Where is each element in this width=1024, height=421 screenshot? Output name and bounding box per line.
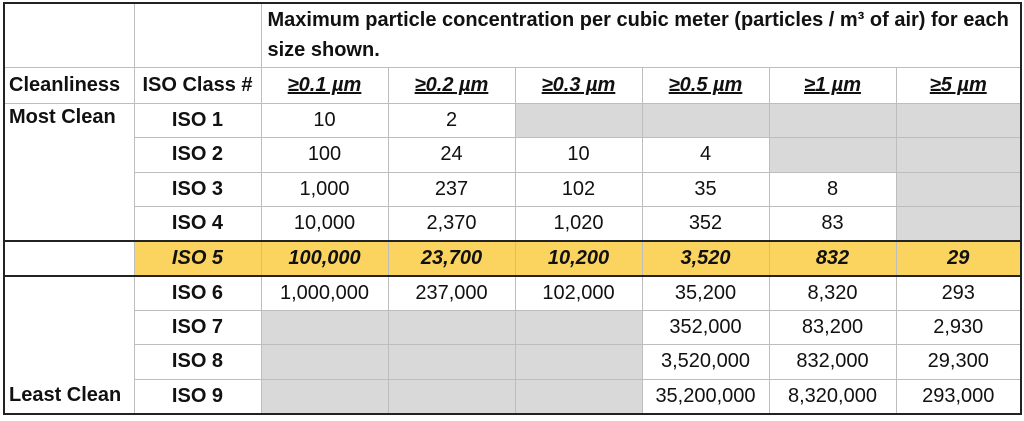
not-applicable-cell bbox=[514, 378, 643, 414]
concentration-cell: 10,200 bbox=[514, 240, 643, 277]
not-applicable-cell bbox=[514, 309, 643, 345]
header-size-5: ≥5 µm bbox=[895, 66, 1022, 104]
header-size-1: ≥1 µm bbox=[768, 66, 897, 104]
iso-class-cell: ISO 8 bbox=[133, 344, 262, 380]
not-applicable-cell bbox=[387, 344, 516, 380]
concentration-cell: 29 bbox=[895, 240, 1022, 277]
iso-class-cell: ISO 3 bbox=[133, 171, 262, 207]
blank-corner-cell bbox=[3, 2, 135, 68]
table-row: ISO 5 100,000 23,700 10,200 3,520 832 29 bbox=[3, 240, 1022, 277]
concentration-cell: 832 bbox=[768, 240, 897, 277]
header-size-0-5: ≥0.5 µm bbox=[641, 66, 770, 104]
concentration-cell: 83 bbox=[768, 206, 897, 242]
not-applicable-cell bbox=[260, 378, 389, 414]
concentration-cell: 3,520,000 bbox=[641, 344, 770, 380]
concentration-cell: 2 bbox=[387, 102, 516, 138]
cleanliness-most-clean: Most Clean bbox=[3, 102, 135, 242]
table-row: ISO 2 100 24 10 4 bbox=[4, 137, 1022, 173]
concentration-cell: 1,000,000 bbox=[260, 275, 389, 311]
not-applicable-cell bbox=[768, 102, 897, 138]
concentration-cell: 24 bbox=[387, 137, 516, 173]
concentration-cell: 8 bbox=[768, 171, 897, 207]
header-row: Cleanliness ISO Class # ≥0.1 µm ≥0.2 µm … bbox=[3, 66, 1022, 104]
blank-corner-cell-2 bbox=[133, 2, 262, 68]
table-row: Least Clean ISO 6 1,000,000 237,000 102,000 3… bbox=[3, 275, 1022, 414]
not-applicable-cell bbox=[895, 137, 1022, 173]
iso-class-cell: ISO 1 bbox=[133, 102, 262, 138]
not-applicable-cell bbox=[895, 102, 1022, 138]
iso-class-cell: ISO 4 bbox=[133, 206, 262, 242]
not-applicable-cell bbox=[895, 171, 1022, 207]
concentration-cell: 100,000 bbox=[260, 240, 389, 277]
concentration-cell: 8,320 bbox=[768, 275, 897, 311]
concentration-cell: 352,000 bbox=[641, 309, 770, 345]
header-size-0-3: ≥0.3 µm bbox=[514, 66, 643, 104]
concentration-cell: 3,520 bbox=[641, 240, 770, 277]
not-applicable-cell bbox=[514, 102, 643, 138]
concentration-cell: 100 bbox=[260, 137, 389, 173]
title-row: Maximum particle concentration per cubic… bbox=[3, 2, 1022, 68]
concentration-cell: 237,000 bbox=[387, 275, 516, 311]
table-row: ISO 4 10,000 2,370 1,020 352 83 bbox=[4, 206, 1022, 242]
iso-class-cell: ISO 2 bbox=[133, 137, 262, 173]
concentration-cell: 35,200,000 bbox=[641, 378, 770, 414]
concentration-cell: 10 bbox=[514, 137, 643, 173]
table-row: ISO 9 35,200,000 8,320,000 293,000 bbox=[4, 378, 1022, 414]
concentration-cell: 23,700 bbox=[387, 240, 516, 277]
concentration-cell: 4 bbox=[641, 137, 770, 173]
iso-class-cell: ISO 5 bbox=[133, 240, 262, 277]
table-row: ISO 7 352,000 83,200 2,930 bbox=[4, 309, 1022, 345]
header-cleanliness: Cleanliness bbox=[3, 66, 135, 104]
concentration-cell: 293,000 bbox=[895, 378, 1022, 414]
cleanliness-least-clean: Least Clean bbox=[3, 275, 135, 414]
concentration-cell: 35 bbox=[641, 171, 770, 207]
concentration-cell: 83,200 bbox=[768, 309, 897, 345]
concentration-cell: 8,320,000 bbox=[768, 378, 897, 414]
not-applicable-cell bbox=[260, 309, 389, 345]
table-row: ISO 8 3,520,000 832,000 29,300 bbox=[4, 344, 1022, 380]
iso-class-cell: ISO 7 bbox=[133, 309, 262, 345]
iso-class-cell: ISO 9 bbox=[133, 378, 262, 414]
concentration-cell: 1,020 bbox=[514, 206, 643, 242]
not-applicable-cell bbox=[895, 206, 1022, 242]
iso-cleanroom-table: Maximum particle concentration per cubic… bbox=[3, 2, 1022, 415]
concentration-cell: 29,300 bbox=[895, 344, 1022, 380]
concentration-cell: 2,370 bbox=[387, 206, 516, 242]
table-title: Maximum particle concentration per cubic… bbox=[260, 2, 1022, 68]
not-applicable-cell bbox=[768, 137, 897, 173]
header-size-0-1: ≥0.1 µm bbox=[260, 66, 389, 104]
concentration-cell: 1,000 bbox=[260, 171, 389, 207]
not-applicable-cell bbox=[387, 378, 516, 414]
table-row: Most Clean ISO 1 10 2 bbox=[3, 102, 1022, 242]
concentration-cell: 10,000 bbox=[260, 206, 389, 242]
concentration-cell: 10 bbox=[260, 102, 389, 138]
cleanliness-blank-cell bbox=[3, 240, 135, 277]
concentration-cell: 102,000 bbox=[514, 275, 643, 311]
header-size-0-2: ≥0.2 µm bbox=[387, 66, 516, 104]
concentration-cell: 35,200 bbox=[641, 275, 770, 311]
concentration-cell: 352 bbox=[641, 206, 770, 242]
concentration-cell: 2,930 bbox=[895, 309, 1022, 345]
header-iso-class: ISO Class # bbox=[133, 66, 262, 104]
table-row: ISO 3 1,000 237 102 35 8 bbox=[4, 171, 1022, 207]
not-applicable-cell bbox=[260, 344, 389, 380]
concentration-cell: 102 bbox=[514, 171, 643, 207]
table-body: Most Clean ISO 1 10 2 ISO 2 100 24 10 4 ISO 3 1,00… bbox=[3, 102, 1022, 414]
not-applicable-cell bbox=[387, 309, 516, 345]
concentration-cell: 237 bbox=[387, 171, 516, 207]
not-applicable-cell bbox=[514, 344, 643, 380]
not-applicable-cell bbox=[641, 102, 770, 138]
iso-class-cell: ISO 6 bbox=[133, 275, 262, 311]
concentration-cell: 293 bbox=[895, 275, 1022, 311]
concentration-cell: 832,000 bbox=[768, 344, 897, 380]
